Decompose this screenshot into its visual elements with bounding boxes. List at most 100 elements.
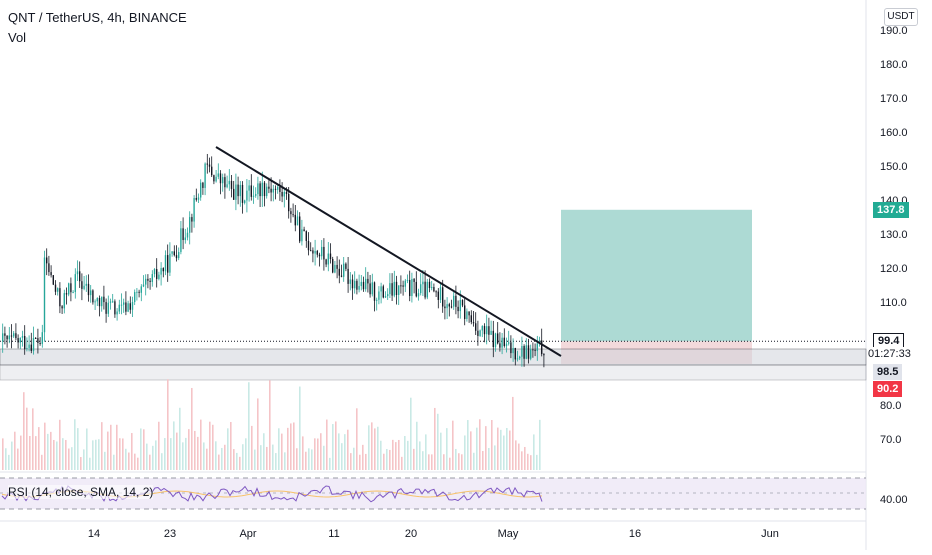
candle-body bbox=[151, 274, 153, 282]
volume-bar bbox=[485, 426, 487, 470]
volume-bar bbox=[95, 439, 97, 470]
candle-body bbox=[103, 296, 105, 303]
candle-body bbox=[391, 283, 393, 296]
candle-body bbox=[19, 337, 21, 343]
candle-body bbox=[325, 259, 327, 265]
volume-bar bbox=[305, 451, 307, 470]
price-tick: 190.0 bbox=[880, 25, 908, 37]
volume-bar bbox=[455, 448, 457, 470]
volume-bar bbox=[407, 440, 409, 470]
volume-bar bbox=[29, 435, 31, 470]
price-tick: 110.0 bbox=[880, 297, 907, 309]
volume-bar bbox=[71, 447, 73, 470]
volume-bar bbox=[194, 430, 196, 470]
candle-body bbox=[138, 291, 140, 293]
volume-bar bbox=[338, 433, 340, 470]
volume-bar bbox=[488, 448, 490, 470]
candle-body bbox=[169, 253, 171, 273]
candle-body bbox=[415, 281, 417, 297]
candle-body bbox=[235, 184, 237, 200]
volume-bar bbox=[467, 420, 469, 470]
volume-bar bbox=[218, 454, 220, 470]
volume-bar bbox=[398, 439, 400, 470]
volume-bar bbox=[395, 442, 397, 470]
volume-bar bbox=[497, 427, 499, 470]
volume-bar bbox=[365, 453, 367, 470]
volume-bar bbox=[476, 427, 478, 470]
volume-bar bbox=[242, 444, 244, 470]
rsi-indicator-label[interactable]: RSI (14, close, SMA, 14, 2) bbox=[8, 485, 154, 499]
currency-button[interactable]: USDT bbox=[884, 8, 918, 26]
volume-bar bbox=[494, 445, 496, 470]
candle-body bbox=[283, 191, 285, 197]
volume-bar bbox=[383, 453, 385, 470]
candle-body bbox=[219, 173, 222, 184]
candle-body bbox=[50, 272, 52, 276]
volume-bar bbox=[404, 436, 406, 470]
candle-body bbox=[532, 349, 534, 351]
long-target-zone bbox=[561, 209, 752, 342]
candle-body bbox=[431, 287, 433, 289]
current-price-tag: 99.4 bbox=[873, 333, 905, 349]
candle-body bbox=[409, 280, 411, 297]
volume-bar bbox=[464, 435, 466, 470]
volume-bar bbox=[536, 454, 538, 470]
candle-body bbox=[175, 255, 178, 259]
candle-body bbox=[314, 250, 316, 254]
candle-body bbox=[519, 356, 521, 359]
candle-body bbox=[406, 280, 409, 282]
candle-body bbox=[142, 284, 145, 287]
volume-bar bbox=[8, 454, 10, 470]
volume-bar bbox=[518, 443, 520, 470]
candle-body bbox=[380, 286, 382, 292]
candle-body bbox=[252, 195, 255, 197]
candle-body bbox=[299, 216, 301, 242]
candle-body bbox=[290, 211, 292, 215]
candle-body bbox=[261, 182, 263, 197]
candle-body bbox=[521, 346, 523, 357]
volume-bar bbox=[137, 457, 139, 470]
candle-body bbox=[160, 268, 162, 275]
volume-bar bbox=[473, 452, 475, 470]
candle-body bbox=[424, 281, 426, 298]
candle-body bbox=[512, 347, 514, 354]
candle-body bbox=[149, 280, 151, 282]
candle-body bbox=[400, 285, 402, 287]
candle-body bbox=[329, 253, 332, 260]
volume-bar bbox=[83, 449, 85, 470]
candle-body bbox=[336, 264, 338, 269]
volume-bar bbox=[287, 427, 289, 470]
volume-bar bbox=[11, 441, 13, 470]
candle-body bbox=[112, 301, 114, 303]
price-tick: 160.0 bbox=[880, 127, 908, 139]
volume-bar bbox=[299, 386, 301, 470]
time-tick: Jun bbox=[761, 528, 779, 540]
volume-indicator-label[interactable]: Vol bbox=[8, 30, 27, 45]
volume-bar bbox=[422, 451, 424, 470]
volume-bar bbox=[131, 433, 133, 470]
candle-body bbox=[411, 278, 413, 297]
candle-body bbox=[373, 282, 376, 301]
candle-body bbox=[285, 191, 288, 194]
candle-body bbox=[422, 281, 424, 285]
volume-bar bbox=[245, 438, 247, 470]
candle-body bbox=[303, 229, 305, 232]
volume-bar bbox=[230, 421, 232, 470]
candle-body bbox=[54, 284, 57, 292]
candle-body bbox=[17, 338, 19, 343]
candle-body bbox=[263, 182, 266, 197]
candle-body bbox=[345, 263, 347, 269]
candle-body bbox=[541, 340, 543, 355]
volume-bar bbox=[113, 454, 115, 470]
candle-body bbox=[96, 298, 98, 302]
candle-body bbox=[378, 291, 380, 300]
candle-body bbox=[413, 278, 415, 282]
candle-body bbox=[72, 291, 74, 293]
price-tick: 150.0 bbox=[880, 161, 908, 173]
symbol-title[interactable]: QNT / TetherUS, 4h, BINANCE bbox=[8, 10, 187, 25]
volume-bar bbox=[56, 441, 58, 470]
volume-bar bbox=[386, 449, 388, 470]
volume-bar bbox=[323, 445, 325, 470]
